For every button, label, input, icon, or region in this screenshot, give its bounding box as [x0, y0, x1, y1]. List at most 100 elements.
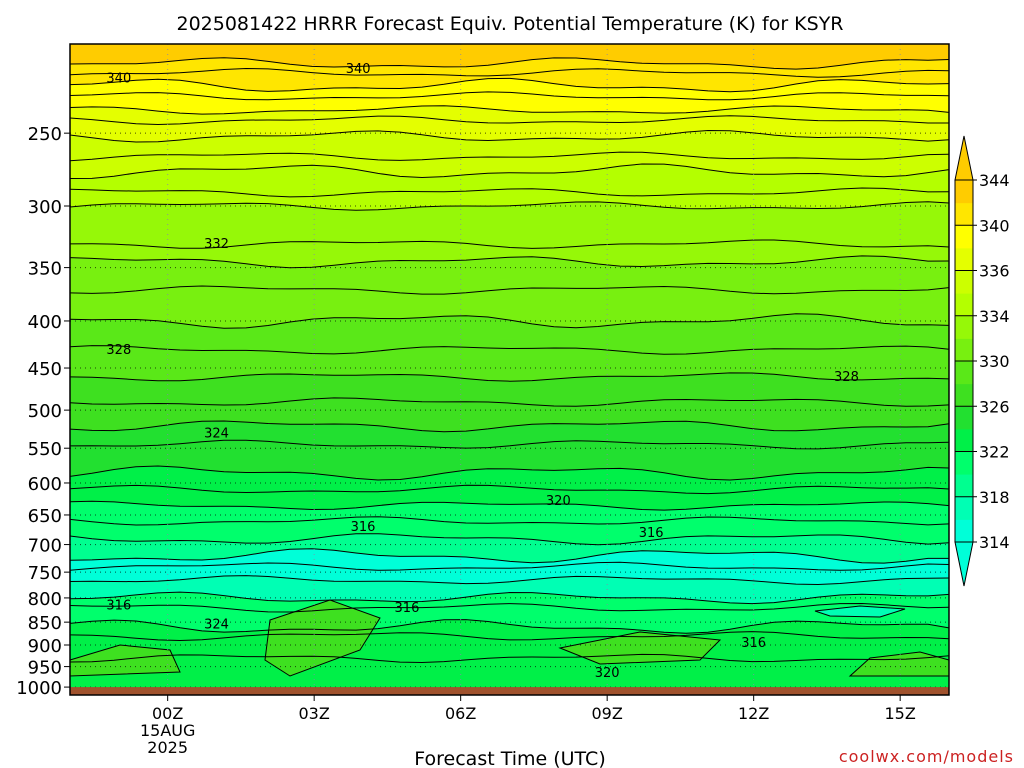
- x-tick-label: 00Z: [152, 704, 183, 723]
- contour-line: [69, 163, 950, 179]
- color-band: [70, 466, 949, 511]
- colorbar-swatch: [955, 519, 973, 543]
- y-tick-label: 450: [28, 359, 62, 380]
- contour-line: [69, 285, 950, 295]
- credit-text: coolwx.com/models: [839, 747, 1014, 766]
- colorbar-swatch: [955, 406, 973, 430]
- contour-line: [69, 653, 950, 664]
- colorbar-tick-label: 326: [979, 397, 1010, 416]
- contour-label: 332: [204, 237, 229, 252]
- contour-line: [69, 591, 950, 605]
- colorbar-swatch: [955, 225, 973, 249]
- color-band: [70, 548, 949, 585]
- x-tick-label: 06Z: [445, 704, 476, 723]
- contour-line: [69, 516, 950, 526]
- contour-line: [69, 372, 950, 382]
- contour-line: [69, 77, 950, 93]
- contour-line: [848, 651, 950, 677]
- x-tick-label: 09Z: [592, 704, 623, 723]
- colorbar-swatch: [955, 315, 973, 339]
- contour-line: [69, 151, 950, 162]
- contour-line: [69, 105, 950, 115]
- contour-line: [69, 255, 950, 269]
- contour-label: 316: [351, 520, 376, 535]
- color-band: [70, 533, 949, 564]
- color-band: [70, 313, 949, 382]
- x-tick-label: 15Z: [885, 704, 916, 723]
- y-tick-label: 1000: [16, 678, 62, 699]
- colorbar-tick-label: 340: [979, 216, 1010, 235]
- colorbar-tick-label: 322: [979, 443, 1010, 462]
- colorbar-swatch: [955, 180, 973, 204]
- contour-label: 316: [106, 598, 131, 613]
- y-tick-label: 900: [28, 636, 62, 657]
- y-tick-label: 400: [28, 312, 62, 333]
- contour-line: [69, 575, 950, 586]
- contour-line: [69, 345, 950, 355]
- colorbar-swatch: [955, 361, 973, 385]
- colorbar-swatch: [955, 474, 973, 498]
- contour-label: 316: [639, 526, 664, 541]
- y-tick-label: 700: [28, 536, 62, 557]
- chart-title: 2025081422 HRRR Forecast Equiv. Potentia…: [176, 13, 843, 35]
- colorbar-swatch: [955, 270, 973, 294]
- x-tick-label: 03Z: [299, 704, 330, 723]
- plot-area: 340 340 332 328 328 324 320 316 316 316 324 316 316 3…: [69, 43, 950, 696]
- color-band: [70, 105, 949, 142]
- y-tick-label: 600: [28, 474, 62, 495]
- colorbar-swatch: [955, 451, 973, 475]
- contour-line: [558, 631, 722, 665]
- y-tick-label: 500: [28, 401, 62, 422]
- contour-line: [69, 619, 950, 634]
- color-band: [70, 78, 949, 115]
- contour-label: 328: [106, 343, 131, 358]
- colorbar-arrow-top: [954, 135, 974, 181]
- contour-label: 316: [395, 601, 420, 616]
- x-axis-label: Forecast Time (UTC): [414, 748, 605, 768]
- y-tick-label: 550: [28, 439, 62, 460]
- x-tick-label: 12Z: [738, 704, 769, 723]
- color-bands: [70, 44, 949, 695]
- x-tick-sublabel: 15AUG: [140, 721, 195, 740]
- contour-line: [264, 599, 381, 677]
- y-axis: 2503003504004505005506006507007508008509…: [16, 124, 70, 699]
- plot-frame: [69, 43, 950, 696]
- contour-lines: [69, 57, 950, 677]
- contour-labels: 340 340 332 328 328 324 320 316 316 316 324 316 316 3…: [106, 62, 859, 681]
- contour-label: 320: [595, 666, 620, 681]
- colorbar-tick-label: 334: [979, 307, 1010, 326]
- color-patch: [70, 645, 180, 676]
- y-tick-label: 300: [28, 197, 62, 218]
- contour-line: [69, 439, 950, 450]
- contour-label: 324: [204, 617, 229, 632]
- contour-label: 320: [546, 494, 571, 509]
- color-band: [70, 201, 949, 268]
- colorbar-swatch: [955, 383, 973, 407]
- colorbar-tick-label: 318: [979, 488, 1010, 507]
- contour-line: [69, 631, 950, 642]
- contour-line: [814, 605, 906, 618]
- color-band: [70, 164, 949, 211]
- y-tick-label: 250: [28, 124, 62, 145]
- colorbar-tick-label: 314: [979, 533, 1010, 552]
- contour-line: [69, 313, 950, 329]
- contour-line: [69, 533, 950, 546]
- contour-line: [69, 602, 950, 613]
- colorbar-tick-label: 330: [979, 352, 1010, 371]
- contour-label: 340: [346, 62, 371, 77]
- contour-line: [69, 57, 950, 70]
- contour-label: 340: [106, 71, 131, 86]
- colorbar-swatch: [955, 428, 973, 452]
- contour-line: [69, 397, 950, 407]
- colorbar-swatch: [955, 293, 973, 317]
- x-tick-sublabel: 2025: [147, 738, 188, 757]
- y-tick-label: 350: [28, 259, 62, 280]
- colorbar-swatch: [955, 202, 973, 226]
- contour-line: [69, 484, 950, 495]
- y-tick-label: 850: [28, 613, 62, 634]
- contour-label: 328: [834, 370, 859, 385]
- contour-line: [69, 67, 950, 78]
- colorbar-swatch: [955, 338, 973, 362]
